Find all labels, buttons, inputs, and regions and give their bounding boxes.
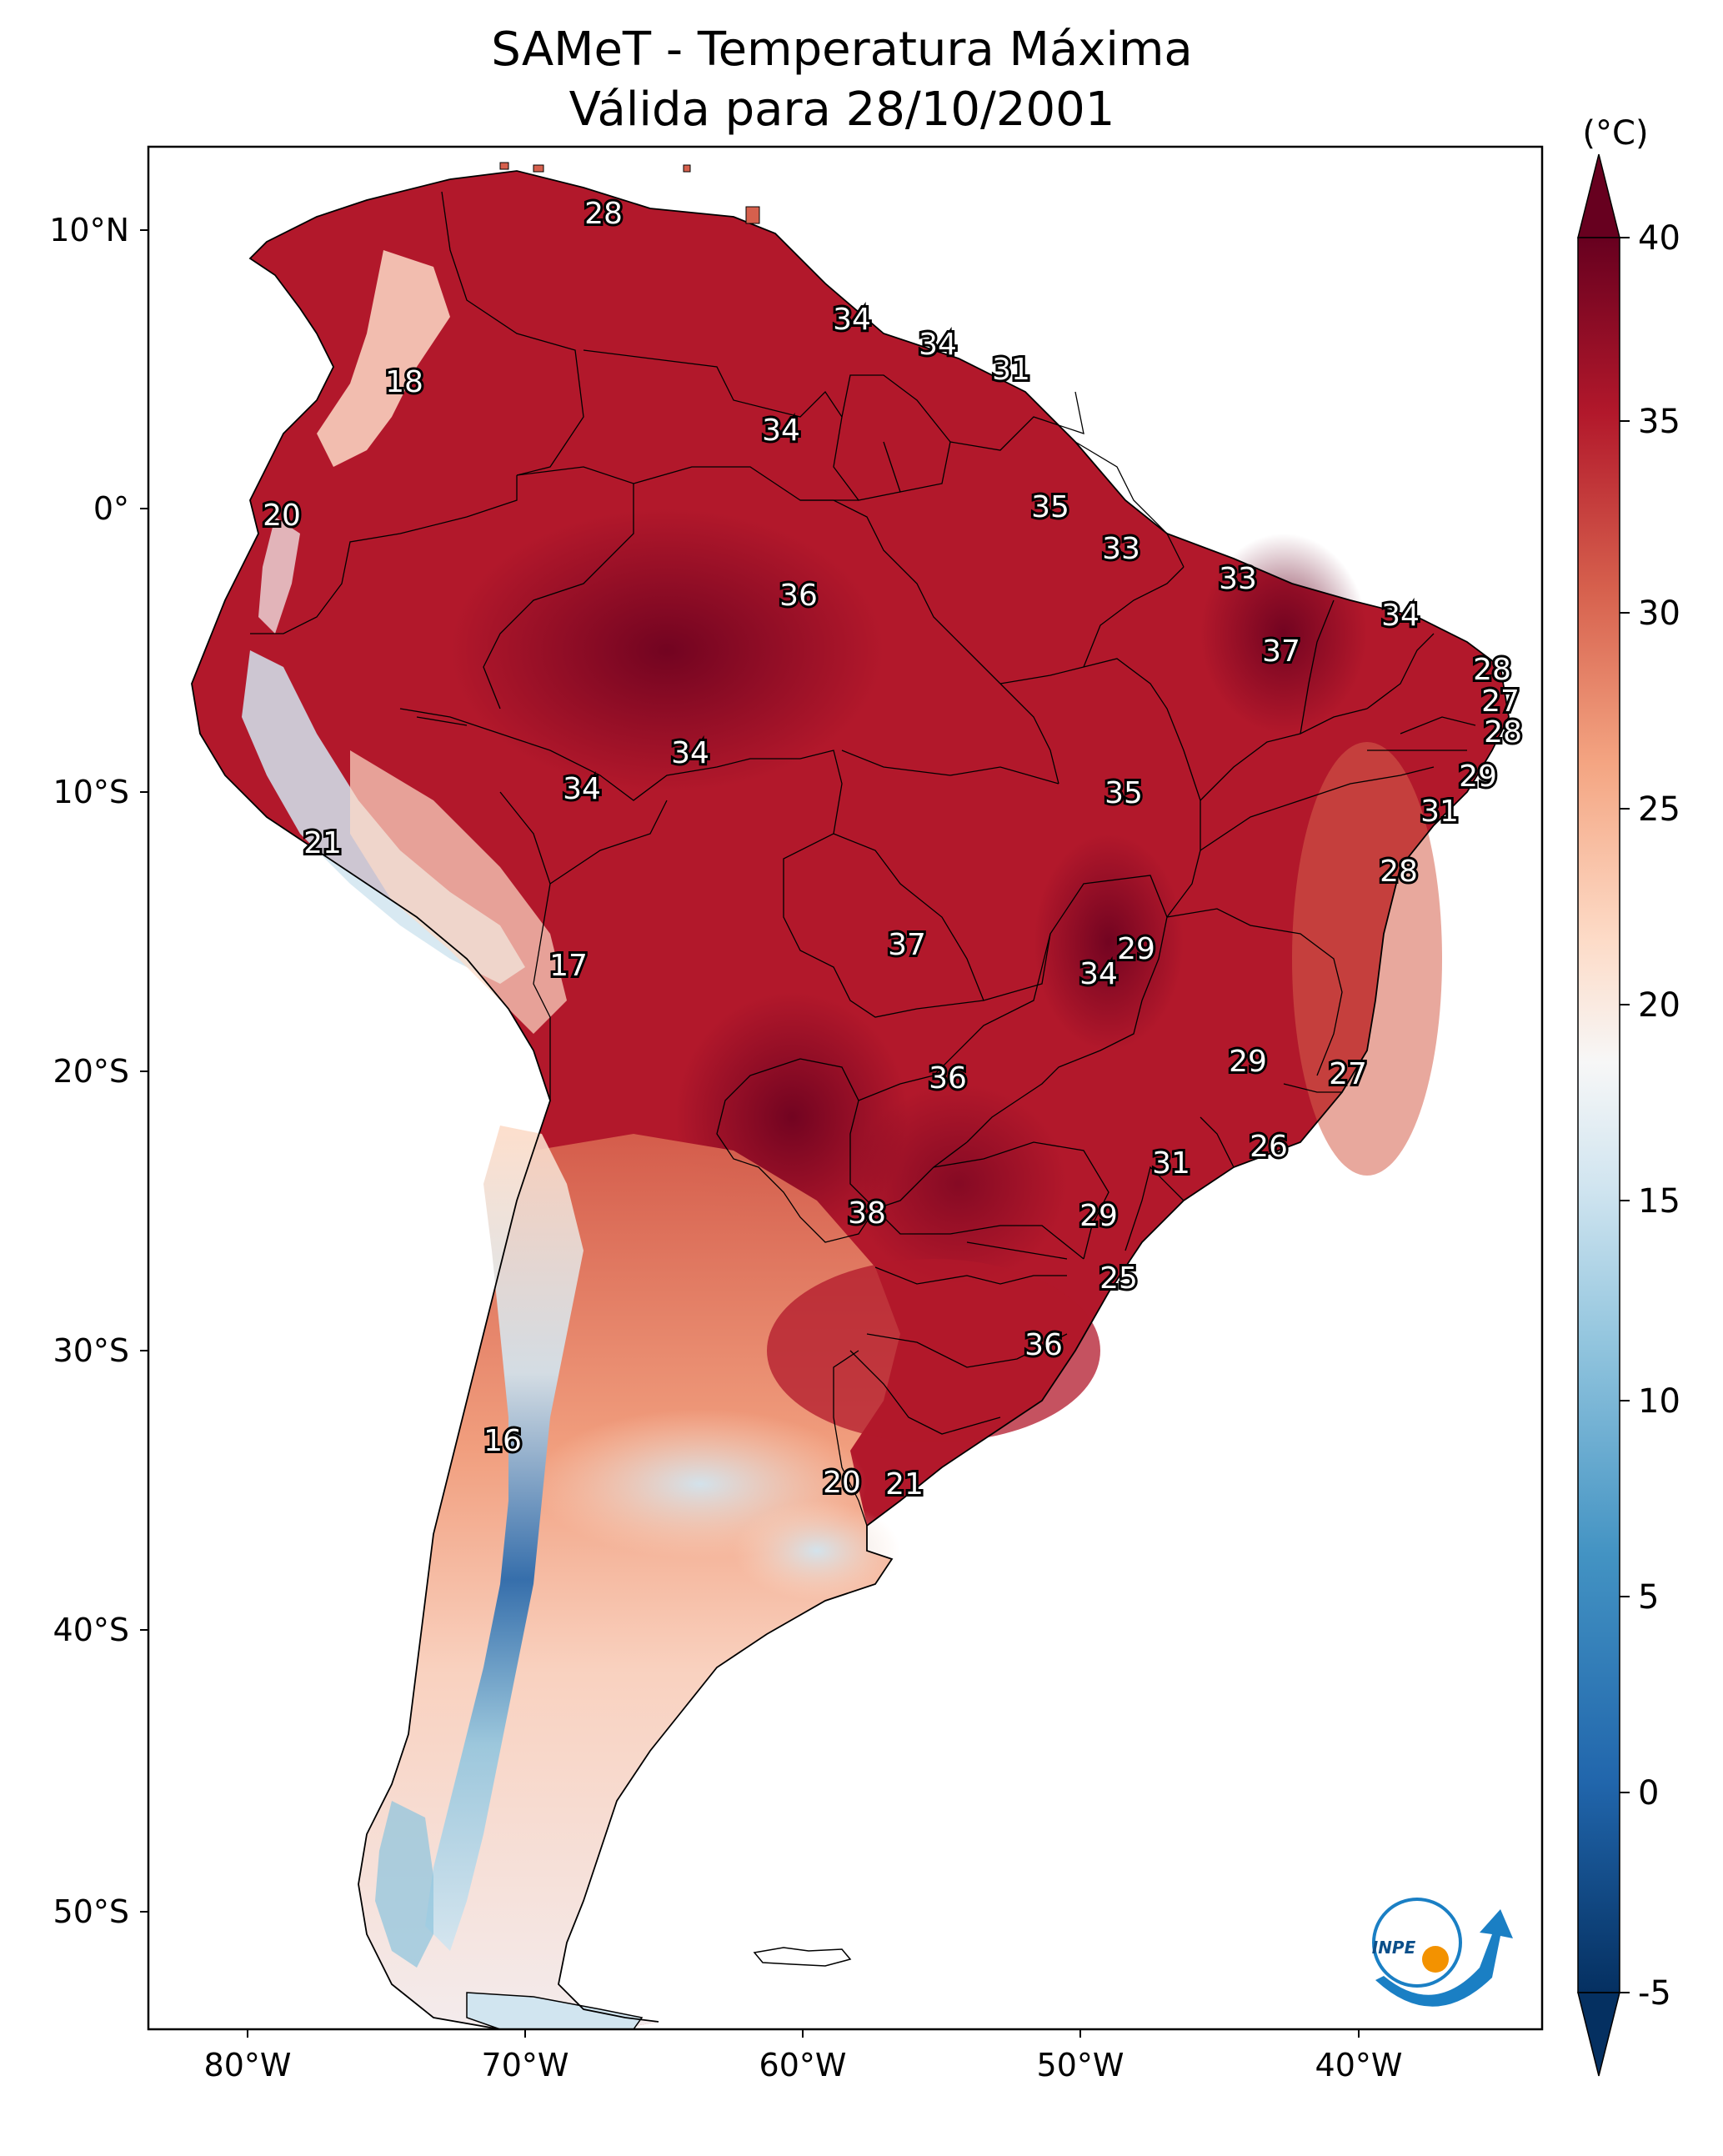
- station-label: 29: [1459, 760, 1497, 794]
- colorbar-tick: 35: [1638, 403, 1680, 441]
- colorbar-max-extension: [1577, 153, 1620, 238]
- colorbar-min-extension: [1577, 1992, 1620, 2077]
- title-line-1: SAMeT - Temperatura Máxima: [491, 23, 1193, 77]
- title-line-2: Válida para 28/10/2001: [569, 83, 1115, 137]
- station-label: 35: [1031, 490, 1069, 524]
- colorbar-tick: -5: [1638, 1974, 1671, 2013]
- station-label: 34: [919, 328, 957, 362]
- station-label: 33: [1102, 532, 1140, 566]
- station-label: 28: [584, 197, 623, 231]
- station-label: 34: [671, 736, 709, 770]
- map-frame: [147, 145, 1544, 2031]
- lon-tick-50w: 50°W: [1037, 2047, 1124, 2083]
- station-label: 18: [385, 365, 423, 399]
- station-label: 20: [263, 499, 301, 533]
- station-label: 28: [1380, 855, 1418, 889]
- colorbar-tick: 15: [1638, 1182, 1680, 1221]
- station-label: 25: [1099, 1261, 1138, 1296]
- colorbar-gradient: [1578, 238, 1620, 1993]
- station-label: 31: [992, 353, 1030, 387]
- lat-tick-0: 0°: [93, 490, 129, 527]
- station-label: 34: [762, 414, 800, 448]
- colorbar-tick: 5: [1638, 1578, 1659, 1617]
- station-label: 27: [1329, 1057, 1367, 1091]
- station-label: 29: [1079, 1199, 1118, 1233]
- station-label: 28: [1484, 715, 1522, 750]
- colorbar: (°C) 40 35 30 25 20 15 10 5 0 -5: [1577, 114, 1680, 2077]
- station-label: 21: [885, 1467, 924, 1502]
- map-area: [148, 147, 1542, 2029]
- station-label: 21: [303, 826, 342, 860]
- lon-tick-40w: 40°W: [1315, 2047, 1403, 2083]
- lat-tick-30s: 30°S: [53, 1332, 129, 1369]
- station-label: 31: [1420, 795, 1459, 829]
- colorbar-tick: 40: [1638, 219, 1680, 258]
- station-label: 34: [833, 303, 871, 337]
- station-label: 35: [1104, 776, 1143, 810]
- station-label: 26: [1250, 1130, 1288, 1164]
- station-label: 20: [823, 1466, 861, 1500]
- station-label: 17: [549, 949, 588, 983]
- station-label: 27: [1481, 684, 1520, 719]
- station-label: 34: [1079, 957, 1118, 991]
- station-label: 28: [1473, 653, 1511, 687]
- lat-tick-10n: 10°N: [49, 212, 129, 248]
- station-labels: 28 18 34 34 31 34 20 35 33 33 36 34 37 2…: [260, 194, 1525, 1504]
- station-label: 34: [1381, 599, 1420, 633]
- station-label: 36: [779, 579, 818, 613]
- lon-tick-60w: 60°W: [759, 2047, 847, 2083]
- colorbar-tick: 25: [1638, 790, 1680, 829]
- station-label: 29: [1117, 932, 1155, 966]
- station-label: 31: [1152, 1146, 1190, 1181]
- colorbar-tick: 30: [1638, 594, 1680, 633]
- lat-tick-marks: [140, 229, 148, 1913]
- lon-tick-marks: [247, 2029, 1360, 2038]
- station-label: 33: [1219, 562, 1257, 596]
- lon-tick-80w: 80°W: [204, 2047, 292, 2083]
- colorbar-tick: 20: [1638, 986, 1680, 1025]
- lat-tick-20s: 20°S: [53, 1053, 129, 1090]
- station-label: 29: [1229, 1045, 1267, 1079]
- station-label: 37: [888, 928, 926, 962]
- colorbar-unit: (°C): [1582, 114, 1648, 153]
- colorbar-tick: 10: [1638, 1382, 1680, 1421]
- lat-tick-10s: 10°S: [53, 774, 129, 810]
- station-label: 38: [848, 1196, 886, 1231]
- lat-tick-50s: 50°S: [53, 1893, 129, 1930]
- station-label: 34: [563, 772, 601, 806]
- political-borders: [250, 191, 1476, 1527]
- station-label: 37: [1262, 634, 1300, 669]
- colorbar-tick: 0: [1638, 1774, 1659, 1813]
- station-label: 16: [483, 1424, 522, 1458]
- station-label: 36: [929, 1061, 967, 1096]
- inpe-logo-text: INPE: [1372, 1938, 1416, 1958]
- lon-tick-70w: 70°W: [482, 2047, 569, 2083]
- lat-tick-40s: 40°S: [53, 1612, 129, 1648]
- inpe-logo: INPE: [1372, 1898, 1513, 2007]
- station-label: 36: [1024, 1328, 1063, 1362]
